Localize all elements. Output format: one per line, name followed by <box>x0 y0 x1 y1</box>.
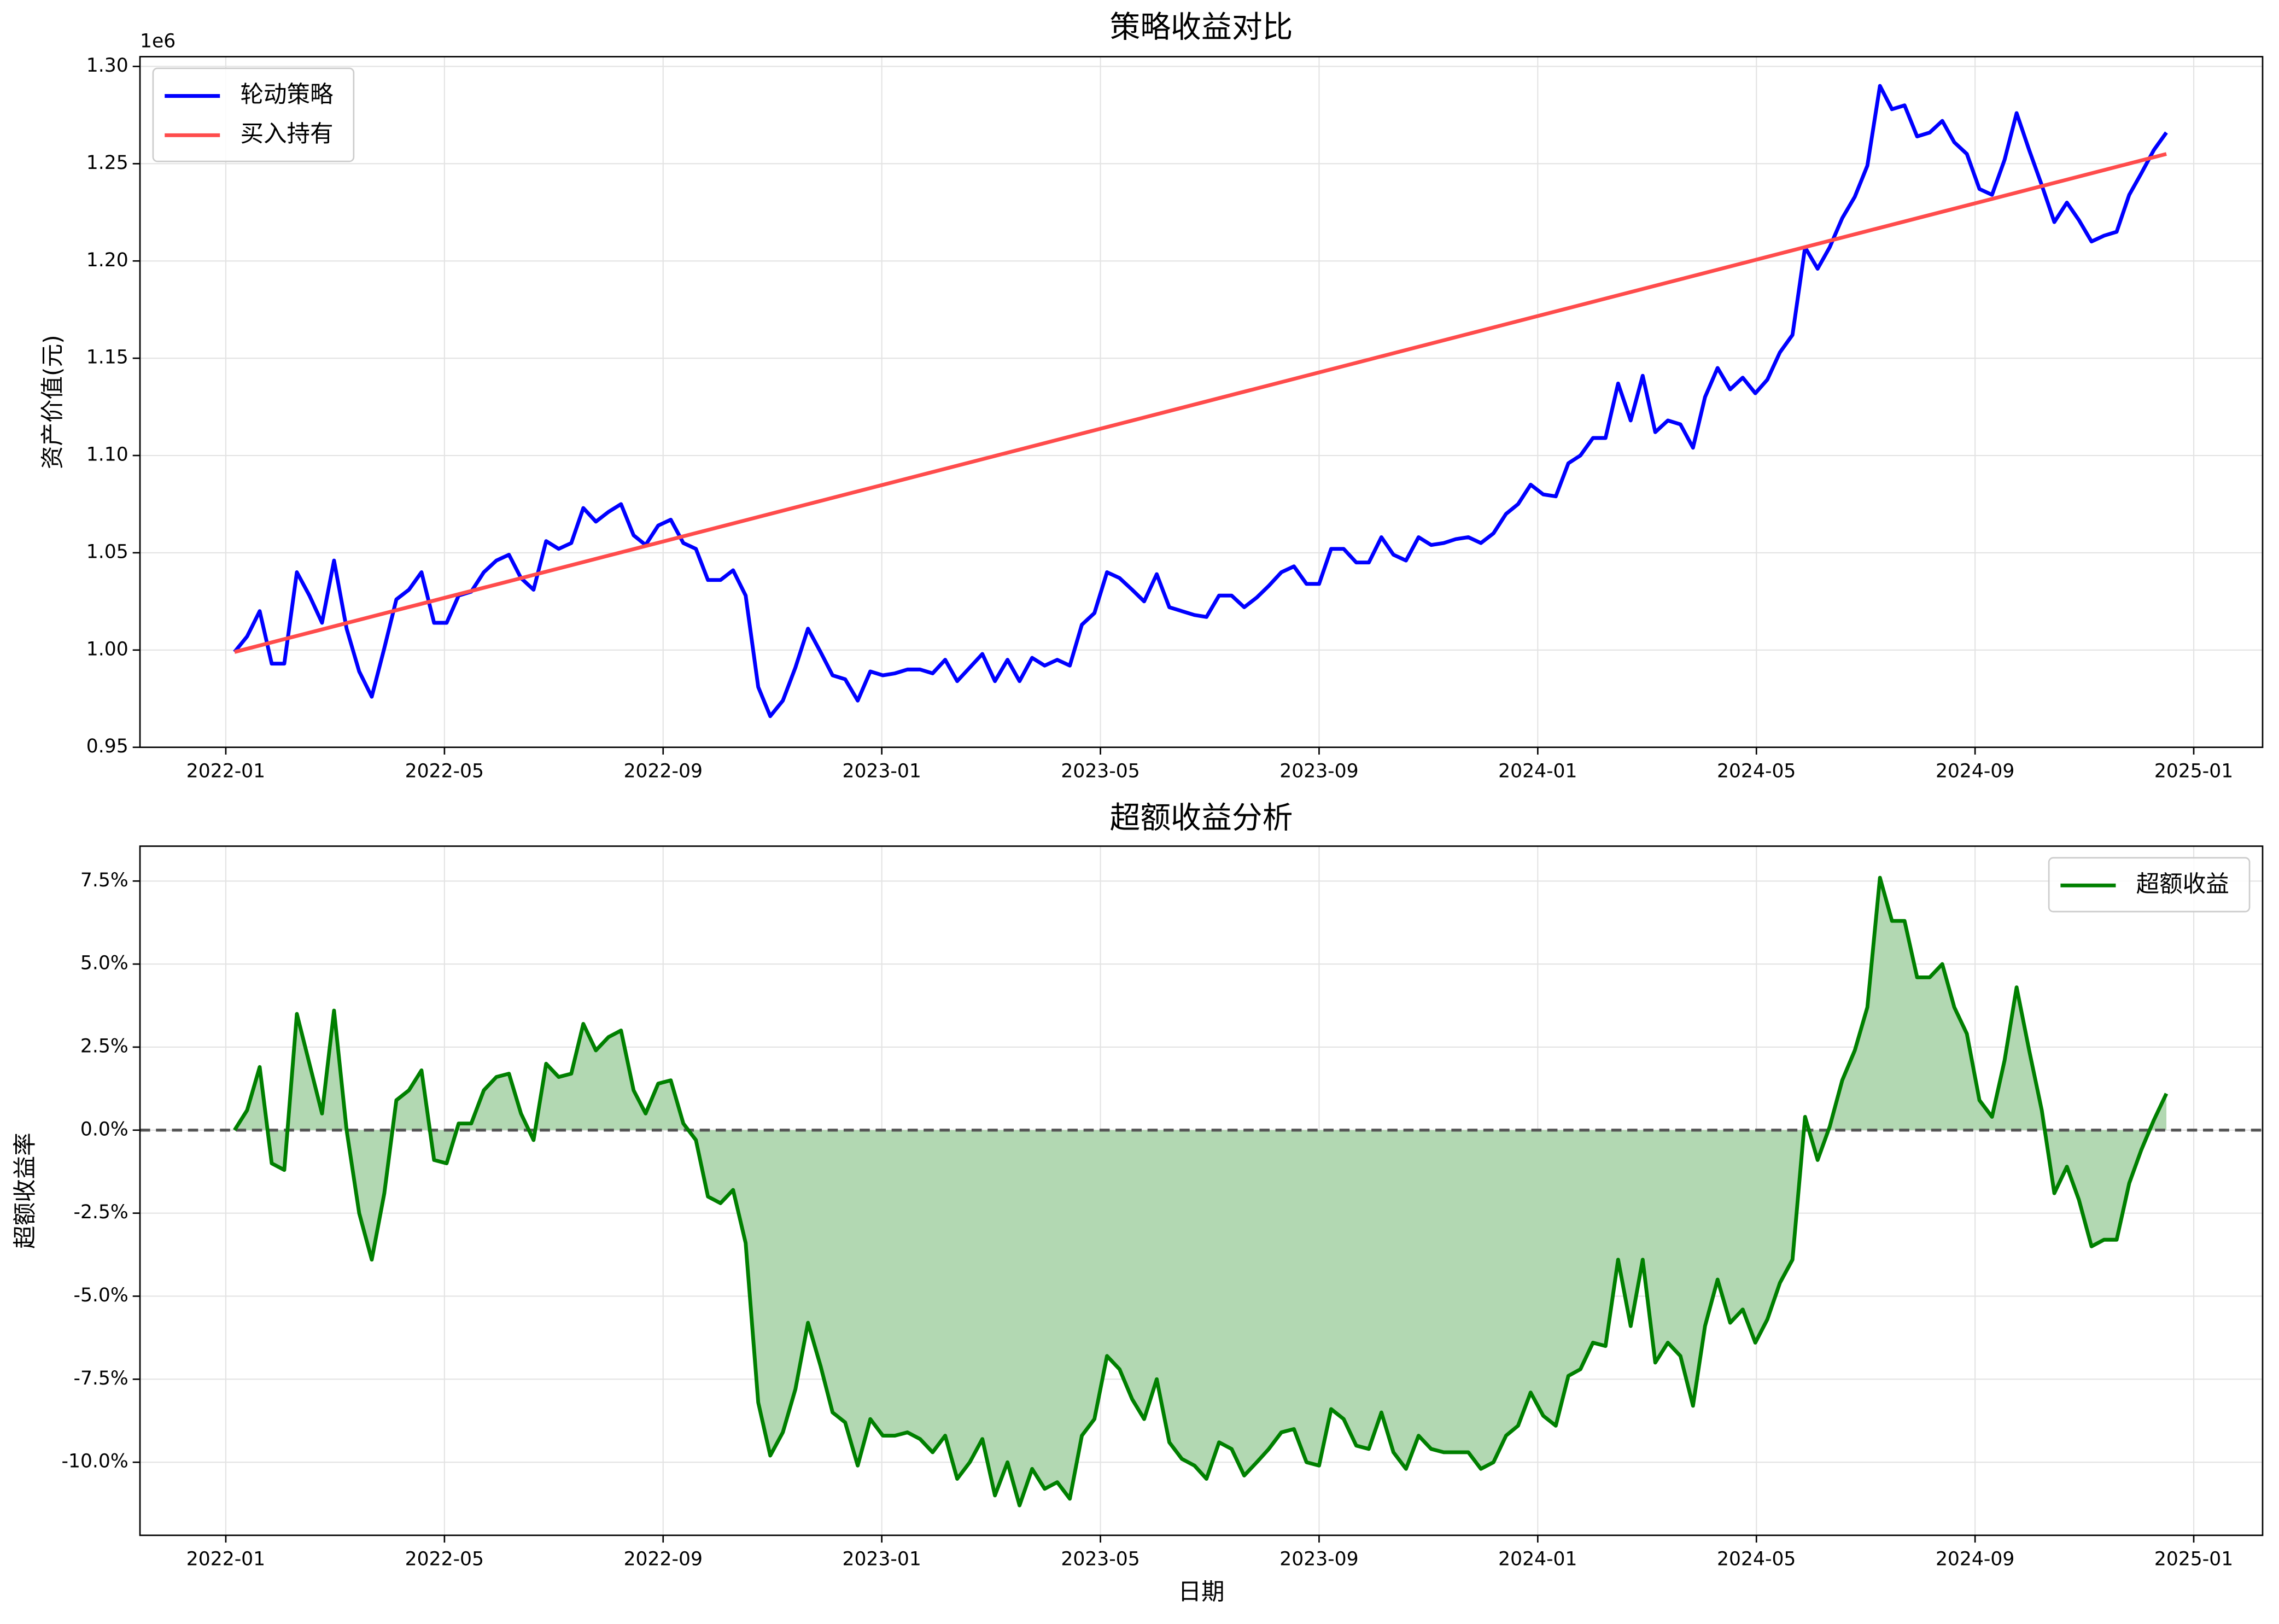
y-tick-label: 1.30 <box>86 55 128 77</box>
plot: 2022-01 2022-05 2022-09 2023-01 2023-05 2023-… <box>12 801 2264 1606</box>
y-tick-label: 2.5% <box>80 1035 128 1057</box>
legend-box <box>152 67 355 162</box>
y-tick-label: -5.0% <box>73 1284 128 1306</box>
legend-label: 买入持有 <box>240 121 333 148</box>
x-tick-label: 2022-01 <box>186 1549 265 1570</box>
axes-frame <box>139 845 2264 1537</box>
y-axis-label: 资产价值(元) <box>40 335 67 469</box>
chart-title: 策略收益对比 <box>1110 9 1293 45</box>
x-tick-label: 2024-09 <box>1936 1549 2014 1570</box>
x-axis-label: 日期 <box>1178 1579 1224 1606</box>
x-tick-label: 2025-01 <box>2154 1549 2233 1570</box>
x-tick-label: 2023-01 <box>842 760 921 782</box>
y-axis-label: 超额收益率 <box>12 1132 39 1249</box>
line <box>233 84 2168 718</box>
line <box>234 152 2167 654</box>
x-tick-label: 2023-09 <box>1279 1549 1358 1570</box>
area <box>234 878 2167 1506</box>
y-tick-label: -10.0% <box>62 1451 128 1473</box>
y-tick-label: 1.20 <box>86 249 128 271</box>
axes-frame <box>139 56 2264 749</box>
x-tick-label: 2022-09 <box>624 760 703 782</box>
x-tick-label: 2022-05 <box>405 760 484 782</box>
y-tick-label: 5.0% <box>80 953 128 974</box>
x-tick-label: 2023-01 <box>842 1549 921 1570</box>
y-tick-label: 0.0% <box>80 1118 128 1140</box>
y-tick-label: -7.5% <box>73 1368 128 1389</box>
y-tick-label: 1.15 <box>86 347 128 369</box>
y-tick-label: 1.10 <box>86 444 128 466</box>
x-tick-label: 2024-05 <box>1717 760 1796 782</box>
legend-label: 超额收益 <box>2136 871 2229 898</box>
y-tick-label: 1.25 <box>86 152 128 174</box>
line <box>233 875 2169 1508</box>
plot: 2022-01 2022-05 2022-09 2023-01 2023-05 2023-… <box>40 9 2264 782</box>
y-tick-label: 1.00 <box>86 638 128 660</box>
x-tick-label: 2023-09 <box>1279 760 1358 782</box>
chart-title: 超额收益分析 <box>1110 801 1293 836</box>
y-tick-label: -2.5% <box>73 1201 128 1223</box>
legend-box <box>2048 857 2251 913</box>
x-tick-label: 2024-01 <box>1498 760 1577 782</box>
x-tick-label: 2022-01 <box>186 760 265 782</box>
legend-label: 轮动策略 <box>240 81 333 108</box>
axis-offset: 1e6 <box>140 31 176 52</box>
x-tick-label: 2023-05 <box>1061 1549 1140 1570</box>
x-tick-label: 2022-05 <box>405 1549 484 1570</box>
x-tick-label: 2023-05 <box>1061 760 1140 782</box>
x-tick-label: 2022-09 <box>624 1549 703 1570</box>
x-tick-label: 2024-01 <box>1498 1549 1577 1570</box>
y-tick-label: 7.5% <box>80 869 128 891</box>
x-tick-label: 2024-09 <box>1936 760 2014 782</box>
y-tick-label: 0.95 <box>86 735 128 757</box>
x-tick-label: 2024-05 <box>1717 1549 1796 1570</box>
x-tick-label: 2025-01 <box>2154 760 2233 782</box>
y-tick-label: 1.05 <box>86 541 128 563</box>
